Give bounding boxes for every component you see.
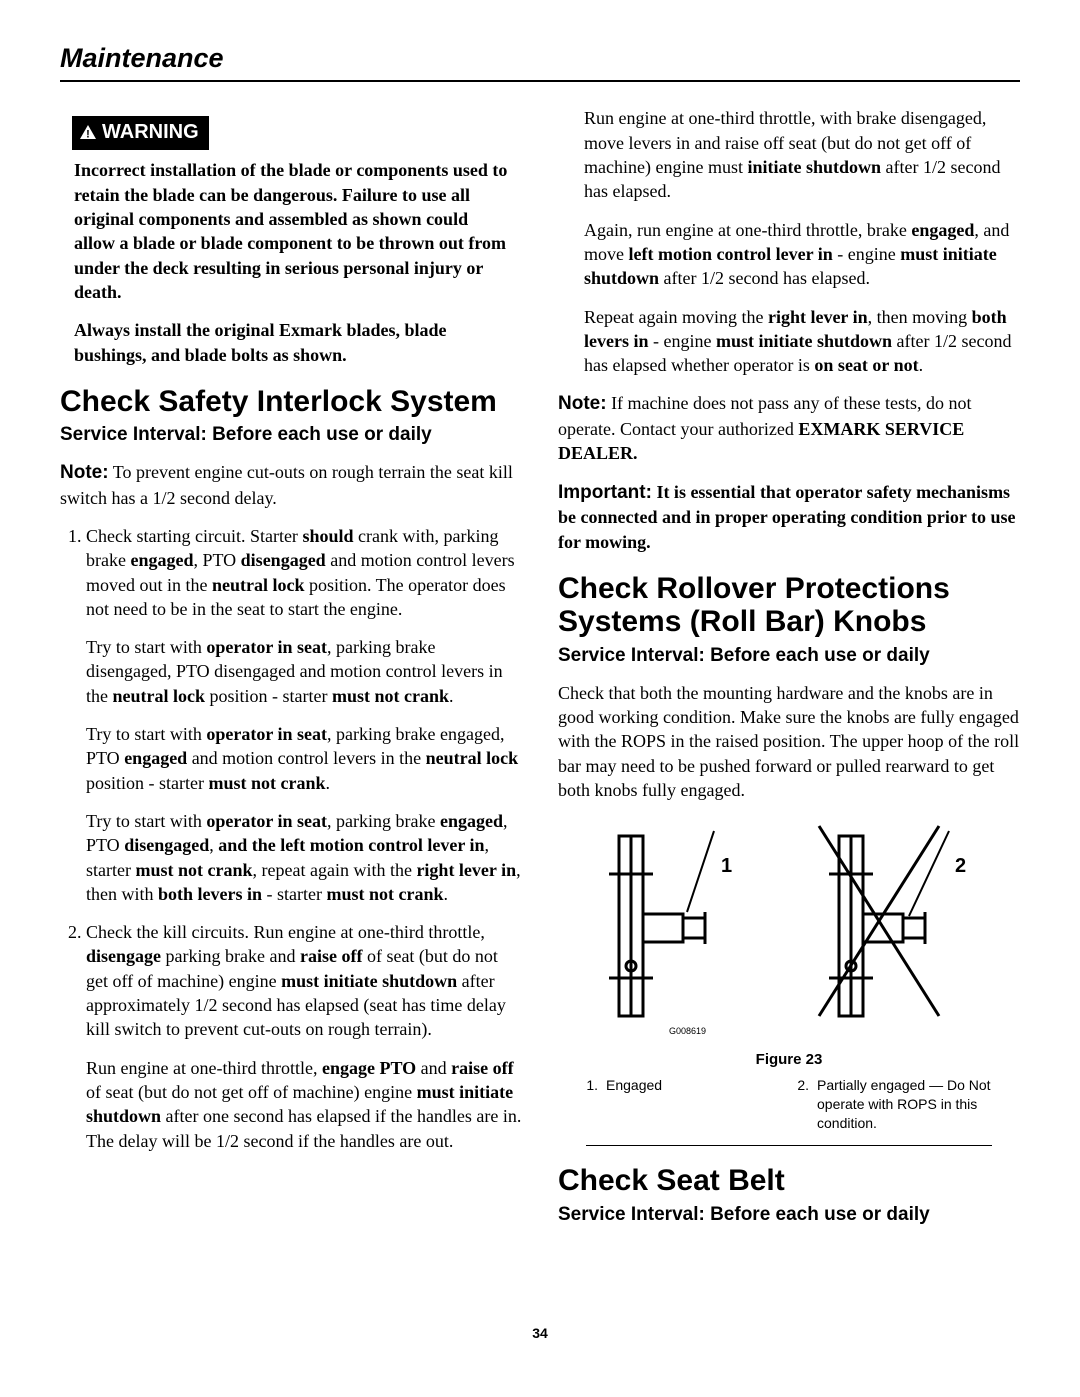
page-title: Maintenance — [60, 40, 1020, 82]
rops-body: Check that both the mounting hardware an… — [558, 681, 1020, 802]
note-lead: Note: — [60, 462, 109, 483]
interlock-fail-note: Note: If machine does not pass any of th… — [558, 391, 1020, 465]
warning-label-text: WARNING — [102, 121, 199, 143]
warning-para-2: Always install the original Exmark blade… — [74, 318, 508, 367]
interlock-heading: Check Safety Interlock System — [60, 385, 522, 419]
svg-text:1: 1 — [721, 855, 732, 877]
warning-para-1: Incorrect installation of the blade or c… — [74, 158, 508, 304]
interlock-note: Note: To prevent engine cut-outs on roug… — [60, 460, 522, 510]
page-number: 34 — [60, 1324, 1020, 1343]
kill-para-2: Again, run engine at one-third throttle,… — [584, 218, 1020, 291]
kill-para-1: Run engine at one-third throttle, with b… — [584, 106, 1020, 203]
warning-label: ! WARNING — [72, 116, 209, 150]
svg-text:!: ! — [86, 129, 90, 140]
rops-interval: Service Interval: Before each use or dai… — [558, 643, 1020, 669]
seatbelt-interval: Service Interval: Before each use or dai… — [558, 1202, 1020, 1228]
rops-heading: Check Rollover Protections Systems (Roll… — [558, 572, 1020, 639]
figure-23: 1 — [558, 816, 1020, 1146]
kill-para-3: Repeat again moving the right lever in, … — [584, 305, 1020, 378]
interlock-step-2: Check the kill circuits. Run engine at o… — [86, 920, 522, 1153]
rops-diagram-icon: 1 — [579, 816, 999, 1046]
warning-triangle-icon: ! — [80, 120, 96, 147]
interlock-step-1: Check starting circuit. Starter should c… — [86, 524, 522, 906]
figure-caption: Figure 23 — [558, 1050, 1020, 1070]
svg-text:G008619: G008619 — [669, 1026, 706, 1036]
note-text: To prevent engine cut-outs on rough terr… — [60, 462, 513, 508]
interlock-important: Important: It is essential that operator… — [558, 480, 1020, 554]
figure-rule — [586, 1145, 992, 1146]
warning-body: Incorrect installation of the blade or c… — [60, 158, 522, 366]
seatbelt-heading: Check Seat Belt — [558, 1164, 1020, 1198]
svg-text:2: 2 — [955, 855, 966, 877]
interlock-interval: Service Interval: Before each use or dai… — [60, 422, 522, 448]
figure-legend: 1.Engaged 2.Partially engaged — Do Not o… — [558, 1076, 1020, 1133]
